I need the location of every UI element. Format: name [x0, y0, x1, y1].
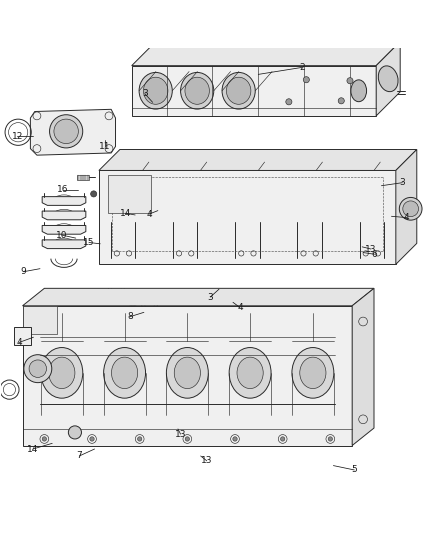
Circle shape: [347, 78, 353, 84]
Ellipse shape: [222, 72, 255, 109]
Ellipse shape: [378, 66, 398, 92]
Ellipse shape: [139, 72, 172, 109]
Polygon shape: [42, 211, 86, 220]
Ellipse shape: [226, 77, 251, 104]
Ellipse shape: [174, 357, 201, 389]
Text: 5: 5: [351, 465, 357, 474]
Ellipse shape: [237, 357, 263, 389]
Circle shape: [24, 354, 52, 383]
Text: 6: 6: [371, 250, 377, 259]
Circle shape: [233, 437, 237, 441]
Text: 10: 10: [56, 231, 67, 239]
Ellipse shape: [300, 357, 326, 389]
Circle shape: [328, 437, 332, 441]
Ellipse shape: [49, 357, 75, 389]
Polygon shape: [42, 240, 86, 248]
Text: 14: 14: [120, 209, 131, 218]
Polygon shape: [30, 109, 116, 155]
Text: 7: 7: [76, 451, 82, 461]
Text: 4: 4: [16, 338, 22, 347]
Circle shape: [303, 77, 309, 83]
Circle shape: [90, 437, 94, 441]
Ellipse shape: [292, 348, 334, 398]
Circle shape: [403, 201, 419, 216]
Circle shape: [49, 115, 83, 148]
Circle shape: [54, 119, 78, 143]
Text: 16: 16: [57, 185, 68, 194]
Text: 13: 13: [365, 245, 377, 254]
Text: 3: 3: [142, 89, 148, 98]
Circle shape: [286, 99, 292, 105]
Ellipse shape: [41, 348, 83, 398]
Text: 3: 3: [399, 178, 405, 187]
Circle shape: [280, 437, 285, 441]
Circle shape: [185, 437, 190, 441]
Polygon shape: [99, 149, 417, 171]
Ellipse shape: [112, 357, 138, 389]
Circle shape: [68, 426, 81, 439]
Polygon shape: [42, 225, 86, 234]
Circle shape: [91, 191, 97, 197]
Polygon shape: [396, 149, 417, 264]
Ellipse shape: [180, 72, 214, 109]
Text: 15: 15: [83, 238, 95, 247]
Polygon shape: [352, 288, 374, 446]
Text: 12: 12: [11, 132, 23, 141]
Ellipse shape: [144, 77, 168, 104]
Ellipse shape: [185, 77, 209, 104]
Ellipse shape: [351, 80, 367, 102]
Circle shape: [338, 98, 344, 104]
Polygon shape: [132, 66, 376, 116]
Polygon shape: [22, 306, 352, 446]
Text: 4: 4: [237, 303, 243, 312]
Text: 2: 2: [299, 63, 305, 72]
Text: 9: 9: [21, 267, 26, 276]
Ellipse shape: [166, 348, 208, 398]
Ellipse shape: [229, 348, 271, 398]
Polygon shape: [14, 327, 31, 345]
Polygon shape: [132, 42, 400, 66]
Text: 4: 4: [404, 213, 410, 222]
Ellipse shape: [104, 348, 145, 398]
Polygon shape: [376, 42, 400, 116]
Text: 3: 3: [207, 293, 213, 302]
Circle shape: [399, 197, 422, 220]
Polygon shape: [22, 288, 374, 306]
Polygon shape: [99, 171, 396, 264]
Circle shape: [29, 360, 46, 377]
Polygon shape: [77, 175, 89, 180]
Circle shape: [42, 437, 46, 441]
Polygon shape: [108, 175, 151, 213]
Text: 11: 11: [99, 142, 110, 151]
Text: 8: 8: [127, 312, 133, 321]
Polygon shape: [22, 306, 57, 334]
Text: 13: 13: [175, 430, 186, 439]
Text: 14: 14: [27, 445, 39, 454]
Circle shape: [138, 437, 142, 441]
Text: 4: 4: [146, 209, 152, 219]
Polygon shape: [42, 197, 86, 205]
Text: 13: 13: [201, 456, 212, 465]
